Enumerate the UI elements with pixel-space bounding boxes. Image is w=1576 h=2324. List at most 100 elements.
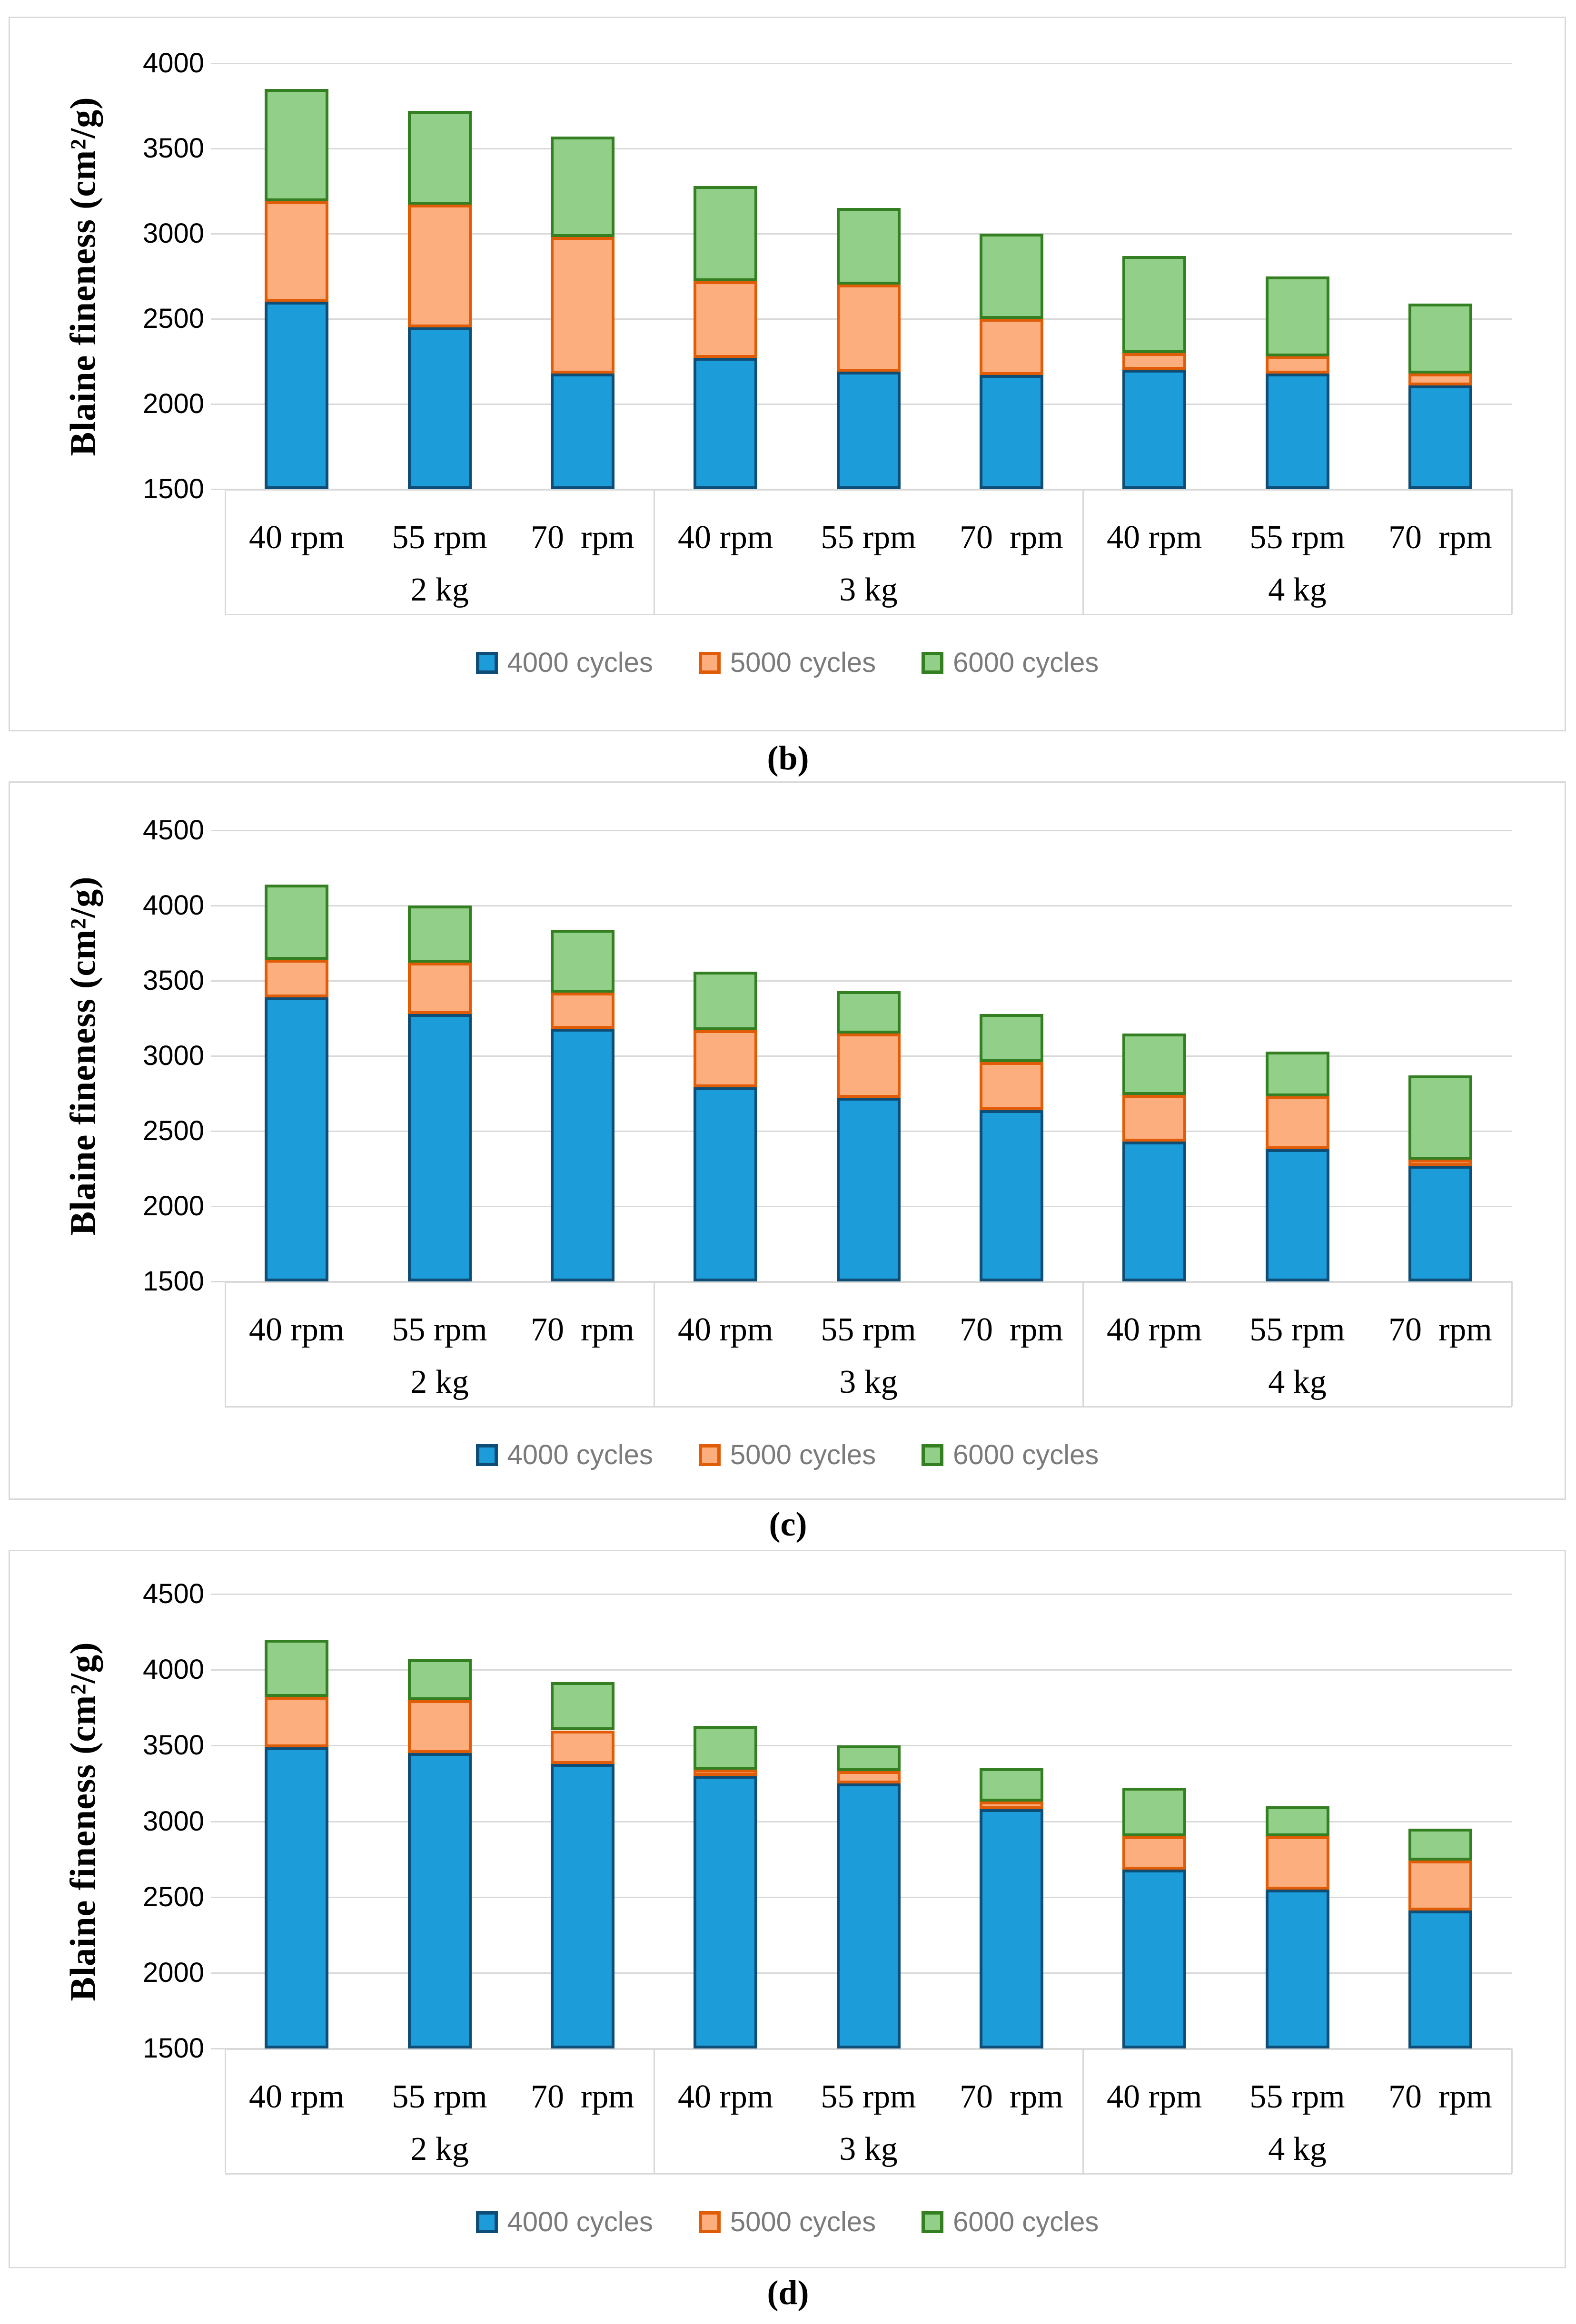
bar-segment-6000-cycles <box>1408 1075 1472 1160</box>
bar-segment-6000-cycles <box>550 929 615 993</box>
x-label-rpm: 55 rpm <box>821 2078 916 2115</box>
legend-label: 5000 cycles <box>730 1439 876 1470</box>
bar-segment-5000-cycles <box>1265 356 1329 374</box>
x-label-rpm: 55 rpm <box>1249 2078 1345 2115</box>
bar-segment-5000-cycles <box>550 993 615 1029</box>
x-label-rpm: 55 rpm <box>1249 519 1345 556</box>
y-tick-label: 4000 <box>142 48 204 79</box>
x-label-rpm: 40 rpm <box>249 519 345 556</box>
bar-segment-4000-cycles <box>550 373 615 489</box>
legend: 4000 cycles 5000 cycles 6000 cycles <box>10 2208 1565 2236</box>
category-separator <box>1082 489 1084 614</box>
bar-segment-4000-cycles <box>694 1087 758 1281</box>
bar-segment-4000-cycles <box>407 1014 472 1281</box>
x-group-label: 4 kg <box>1268 1364 1327 1400</box>
y-tick-label: 4500 <box>142 1578 204 1609</box>
category-separator <box>654 489 655 614</box>
y-tick-label: 3000 <box>142 1040 204 1071</box>
x-label-rpm: 55 rpm <box>821 519 916 556</box>
bar-segment-4000-cycles <box>694 358 758 489</box>
bar-segment-6000-cycles <box>550 136 615 237</box>
bar-segment-4000-cycles <box>265 1747 329 2048</box>
caption-c: (c) <box>769 1505 807 1543</box>
legend-item: 6000 cycles <box>922 1441 1099 1469</box>
chart-panel-c: Blaine fineness (cm²/g) 4500 4000 3500 3000… <box>9 781 1566 1500</box>
x-label-rpm: 40 rpm <box>249 2078 345 2115</box>
category-area-border <box>225 1406 1512 1408</box>
legend-swatch-5000-cycles <box>698 1444 721 1466</box>
gridline-4000 <box>225 63 1512 64</box>
x-group-label: 3 kg <box>839 571 898 608</box>
x-group-label: 4 kg <box>1268 571 1327 608</box>
bar-segment-4000-cycles <box>1408 385 1472 489</box>
legend-item: 5000 cycles <box>698 649 876 677</box>
bar-segment-5000-cycles <box>1265 1096 1329 1149</box>
y-tick-label: 2000 <box>142 1191 204 1221</box>
chart-panel-b: Blaine fineness (cm²/g) 4000 3500 3000 2500… <box>9 17 1566 731</box>
y-tick-label: 2000 <box>142 1957 204 1988</box>
y-tick-3000 <box>211 1821 225 1822</box>
legend-label: 4000 cycles <box>507 1439 653 1470</box>
legend-label: 6000 cycles <box>953 647 1099 678</box>
y-tick-2500 <box>211 1131 225 1132</box>
legend-swatch-4000-cycles <box>476 2211 498 2233</box>
y-tick-2000 <box>211 404 225 405</box>
x-axis-line <box>225 1281 1512 1283</box>
x-label-rpm: 40 rpm <box>1107 1311 1202 1348</box>
bar-segment-4000-cycles <box>265 997 329 1281</box>
bar-segment-5000-cycles <box>1122 1836 1187 1870</box>
bar-segment-5000-cycles <box>979 1802 1043 1810</box>
y-tick-label: 1500 <box>142 1266 204 1297</box>
category-separator <box>654 1281 655 1406</box>
bar-segment-6000-cycles <box>836 991 901 1034</box>
bar-segment-4000-cycles <box>979 1809 1043 2048</box>
bar-segment-4000-cycles <box>1408 1910 1472 2048</box>
y-tick-3500 <box>211 148 225 149</box>
y-tick-label: 3500 <box>142 965 204 996</box>
bar-segment-4000-cycles <box>550 1029 615 1281</box>
legend-swatch-4000-cycles <box>476 1444 498 1466</box>
legend-swatch-6000-cycles <box>922 652 944 674</box>
bar-segment-5000-cycles <box>550 1730 615 1764</box>
legend-swatch-6000-cycles <box>922 1444 944 1466</box>
bar-segment-6000-cycles <box>979 1768 1043 1802</box>
legend: 4000 cycles 5000 cycles 6000 cycles <box>10 649 1565 677</box>
bar-segment-5000-cycles <box>407 205 472 327</box>
legend-item: 6000 cycles <box>922 649 1099 677</box>
bar-segment-5000-cycles <box>979 319 1043 375</box>
bar-segment-5000-cycles <box>836 1771 901 1783</box>
y-tick-4500 <box>211 830 225 831</box>
x-label-rpm: 70 rpm <box>1388 1311 1492 1348</box>
bar-segment-5000-cycles <box>1265 1836 1329 1890</box>
x-group-label: 2 kg <box>410 2131 469 2167</box>
y-tick-3000 <box>211 233 225 235</box>
bar-segment-6000-cycles <box>407 1659 472 1700</box>
category-separator <box>225 2048 226 2173</box>
bar-segment-5000-cycles <box>407 1700 472 1753</box>
y-tick-2000 <box>211 1206 225 1207</box>
legend-label: 4000 cycles <box>507 2206 653 2237</box>
x-label-rpm: 70 rpm <box>1388 519 1492 556</box>
category-separator <box>1511 489 1513 614</box>
x-label-rpm: 70 rpm <box>959 1311 1063 1348</box>
bar-segment-4000-cycles <box>1265 1889 1329 2048</box>
x-label-rpm: 55 rpm <box>1249 1311 1345 1348</box>
x-label-rpm: 40 rpm <box>1107 519 1202 556</box>
y-tick-label: 4000 <box>142 1654 204 1685</box>
bar-segment-4000-cycles <box>836 1783 901 2048</box>
category-separator <box>225 1281 226 1406</box>
y-tick-label: 1500 <box>142 2033 204 2064</box>
bar-segment-4000-cycles <box>836 1098 901 1281</box>
bar-segment-4000-cycles <box>1122 1870 1187 2048</box>
y-tick-label: 2000 <box>142 388 204 419</box>
bar-segment-6000-cycles <box>1122 1788 1187 1837</box>
gridline-4000 <box>225 1669 1512 1671</box>
bar-segment-6000-cycles <box>694 972 758 1031</box>
category-separator <box>1511 2048 1513 2173</box>
y-tick-label: 2500 <box>142 303 204 334</box>
y-tick-label: 2500 <box>142 1881 204 1912</box>
bar-segment-4000-cycles <box>265 302 329 489</box>
x-axis-line <box>225 489 1512 491</box>
y-tick-label: 3500 <box>142 133 204 164</box>
